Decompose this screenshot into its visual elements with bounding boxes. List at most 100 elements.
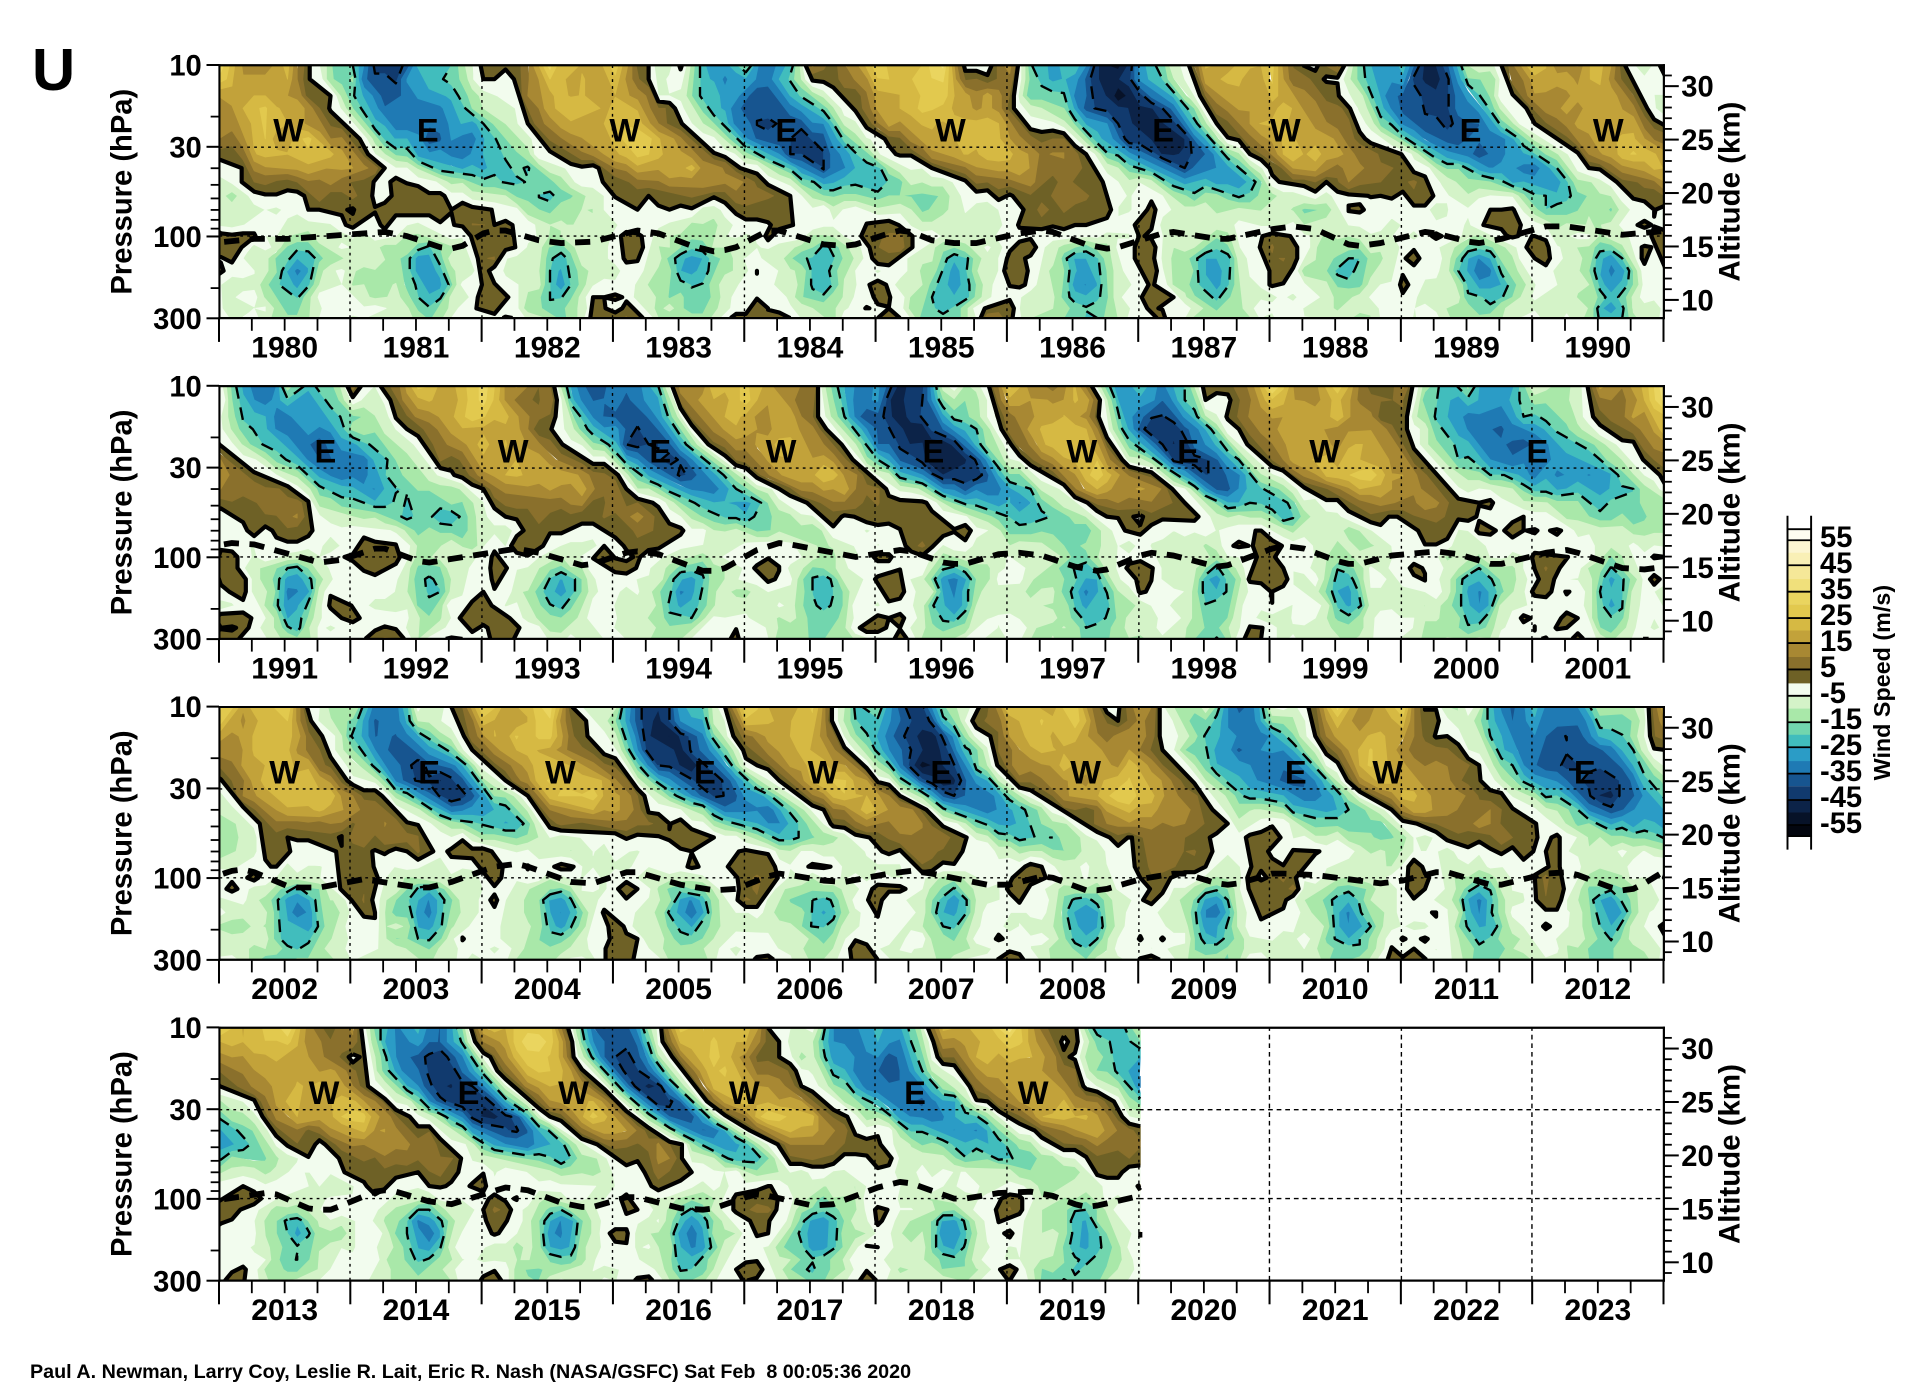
svg-text:2010: 2010: [1302, 973, 1369, 1006]
svg-text:E: E: [458, 1074, 480, 1111]
svg-text:Altitude (km): Altitude (km): [1714, 1064, 1747, 1244]
svg-text:2005: 2005: [645, 973, 712, 1006]
svg-text:E: E: [1527, 432, 1549, 469]
svg-text:10: 10: [169, 1013, 201, 1045]
svg-text:30: 30: [1681, 72, 1713, 104]
svg-text:E: E: [904, 1074, 926, 1111]
svg-text:E: E: [1574, 753, 1596, 790]
svg-text:1996: 1996: [908, 652, 975, 685]
svg-text:-35: -35: [1820, 756, 1862, 788]
svg-text:W: W: [1066, 432, 1097, 469]
svg-text:-45: -45: [1820, 782, 1862, 814]
svg-text:55: 55: [1820, 522, 1852, 554]
svg-text:25: 25: [1681, 446, 1713, 478]
svg-text:15: 15: [1820, 626, 1852, 658]
svg-text:W: W: [269, 753, 300, 790]
svg-text:2003: 2003: [383, 973, 450, 1006]
svg-text:1988: 1988: [1302, 332, 1369, 365]
svg-text:2023: 2023: [1564, 1294, 1631, 1327]
svg-text:2021: 2021: [1302, 1294, 1369, 1327]
svg-text:W: W: [1593, 112, 1624, 149]
svg-text:5: 5: [1820, 652, 1836, 684]
svg-text:100: 100: [153, 1184, 202, 1216]
svg-text:30: 30: [169, 132, 201, 164]
svg-text:E: E: [314, 432, 336, 469]
svg-text:300: 300: [153, 625, 202, 657]
svg-text:1981: 1981: [383, 332, 450, 365]
svg-text:Pressure (hPa): Pressure (hPa): [107, 730, 139, 936]
svg-text:W: W: [1070, 753, 1101, 790]
svg-text:2017: 2017: [777, 1294, 844, 1327]
svg-text:10: 10: [169, 371, 201, 403]
svg-text:E: E: [649, 432, 671, 469]
svg-text:E: E: [1152, 112, 1174, 149]
svg-text:2015: 2015: [514, 1294, 581, 1327]
svg-text:W: W: [558, 1074, 589, 1111]
svg-text:2001: 2001: [1564, 652, 1631, 685]
svg-text:1998: 1998: [1171, 652, 1238, 685]
svg-text:1993: 1993: [514, 652, 581, 685]
svg-text:1992: 1992: [383, 652, 450, 685]
svg-text:100: 100: [153, 222, 202, 254]
svg-text:E: E: [417, 112, 439, 149]
svg-text:W: W: [1270, 112, 1301, 149]
svg-text:10: 10: [169, 692, 201, 724]
svg-text:W: W: [935, 112, 966, 149]
svg-text:W: W: [545, 753, 576, 790]
svg-text:2009: 2009: [1171, 973, 1238, 1006]
svg-text:15: 15: [1681, 232, 1713, 264]
svg-text:-5: -5: [1820, 678, 1846, 710]
svg-text:25: 25: [1820, 600, 1852, 632]
svg-text:1983: 1983: [645, 332, 712, 365]
svg-text:Altitude (km): Altitude (km): [1714, 743, 1747, 923]
svg-text:100: 100: [153, 864, 202, 896]
svg-text:300: 300: [153, 304, 202, 336]
svg-text:2019: 2019: [1039, 1294, 1106, 1327]
svg-text:E: E: [418, 753, 440, 790]
svg-text:1995: 1995: [777, 652, 844, 685]
svg-text:W: W: [766, 432, 797, 469]
svg-text:1994: 1994: [645, 652, 712, 685]
svg-text:1982: 1982: [514, 332, 581, 365]
svg-text:100: 100: [153, 543, 202, 575]
svg-text:W: W: [729, 1074, 760, 1111]
svg-text:2014: 2014: [383, 1294, 450, 1327]
svg-text:1985: 1985: [908, 332, 975, 365]
svg-text:10: 10: [1681, 927, 1713, 959]
svg-text:2004: 2004: [514, 973, 581, 1006]
svg-text:300: 300: [153, 1266, 202, 1298]
svg-text:10: 10: [1681, 285, 1713, 317]
svg-text:Altitude (km): Altitude (km): [1714, 423, 1747, 603]
svg-text:2002: 2002: [251, 973, 318, 1006]
svg-text:1990: 1990: [1564, 332, 1631, 365]
svg-text:10: 10: [1681, 1248, 1713, 1280]
svg-text:W: W: [1018, 1074, 1049, 1111]
svg-text:2013: 2013: [251, 1294, 318, 1327]
svg-text:W: W: [1309, 432, 1340, 469]
svg-text:W: W: [808, 753, 839, 790]
svg-text:25: 25: [1681, 1088, 1713, 1120]
svg-text:Pressure (hPa): Pressure (hPa): [107, 1051, 139, 1257]
svg-text:30: 30: [1681, 1034, 1713, 1066]
svg-text:2008: 2008: [1039, 973, 1106, 1006]
svg-text:1987: 1987: [1171, 332, 1238, 365]
svg-text:-15: -15: [1820, 704, 1862, 736]
svg-text:Altitude (km): Altitude (km): [1714, 102, 1747, 282]
svg-text:30: 30: [169, 1095, 201, 1127]
svg-text:30: 30: [1681, 393, 1713, 425]
svg-text:E: E: [694, 753, 716, 790]
svg-text:15: 15: [1681, 874, 1713, 906]
svg-text:20: 20: [1681, 499, 1713, 531]
svg-text:1989: 1989: [1433, 332, 1500, 365]
svg-text:E: E: [930, 753, 952, 790]
svg-text:1984: 1984: [777, 332, 844, 365]
svg-text:30: 30: [169, 774, 201, 806]
svg-text:25: 25: [1681, 125, 1713, 157]
svg-text:Pressure (hPa): Pressure (hPa): [107, 89, 139, 295]
svg-text:W: W: [309, 1074, 340, 1111]
svg-text:20: 20: [1681, 179, 1713, 211]
svg-text:U: U: [32, 36, 75, 103]
svg-text:Pressure (hPa): Pressure (hPa): [107, 410, 139, 616]
svg-text:W: W: [1372, 753, 1403, 790]
svg-text:1980: 1980: [251, 332, 318, 365]
